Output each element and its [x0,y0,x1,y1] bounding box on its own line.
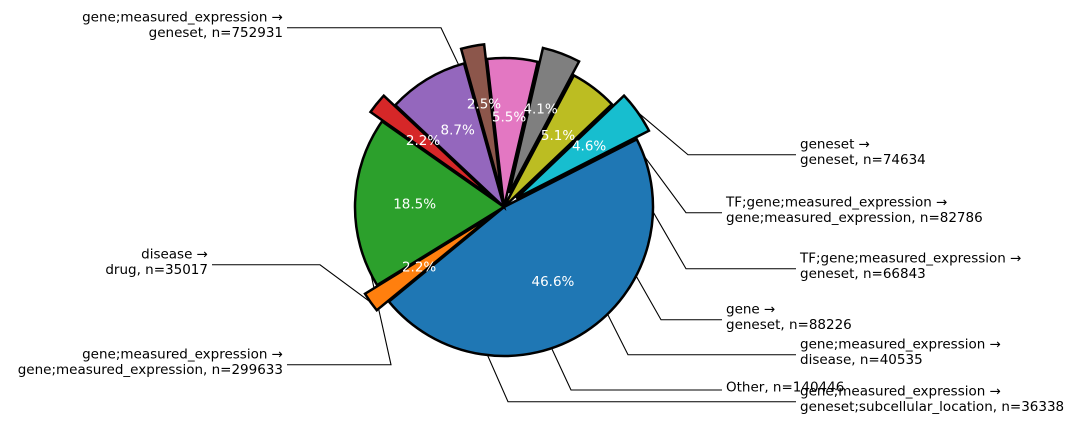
slice-label-9: geneset → geneset, n=74634 [800,137,926,169]
percent-label-6: 5.5% [492,110,526,126]
slice-label-2: gene;measured_expression → gene;measured_… [18,347,283,379]
leader-line-9 [637,111,796,156]
slice-label-1: disease → drug, n=35017 [105,247,208,279]
percent-label-0: 46.6% [532,274,575,290]
slice-label-7: TF;gene;measured_expression → geneset, n=… [799,251,1021,283]
pie-slice-7 [508,46,581,194]
pie-slice-2 [353,119,507,287]
percent-label-2: 18.5% [393,196,436,212]
pie-slice-1 [363,214,493,313]
pie-slice-8 [502,73,614,208]
slice-label-6: gene → geneset, n=88226 [726,302,852,334]
percent-label-7: 4.1% [523,101,557,117]
pie-slices [353,42,655,358]
pie-slice-0 [387,137,655,358]
slice-label-0: gene;measured_expression → geneset, n=752… [82,10,283,42]
pie-slice-9 [515,93,651,200]
percent-label-9: 4.6% [572,139,606,155]
percent-labels: 46.6%2.2%18.5%2.2%8.7%2.5%5.5%4.1%5.1%4.… [393,97,606,290]
percent-label-4: 8.7% [441,123,475,139]
percent-label-3: 2.2% [406,133,440,149]
slice-label-3: gene;measured_expression → geneset;subcel… [800,384,1064,416]
slice-label-4: Other, n=140446 [726,380,844,396]
percent-label-5: 2.5% [467,97,501,113]
slice-label-8: TF;gene;measured_expression → gene;measur… [725,195,983,227]
pie-slice-3 [368,93,494,199]
pie-slice-5 [459,42,503,193]
leader-line-1 [212,264,371,303]
slice-labels: gene;measured_expression → geneset, n=752… [18,10,1064,416]
percent-label-8: 5.1% [541,128,575,144]
slice-label-5: gene;measured_expression → disease, n=405… [800,337,1001,369]
pie-slice-4 [393,61,507,211]
percent-label-1: 2.2% [402,260,436,276]
pie-slice-6 [485,56,540,208]
